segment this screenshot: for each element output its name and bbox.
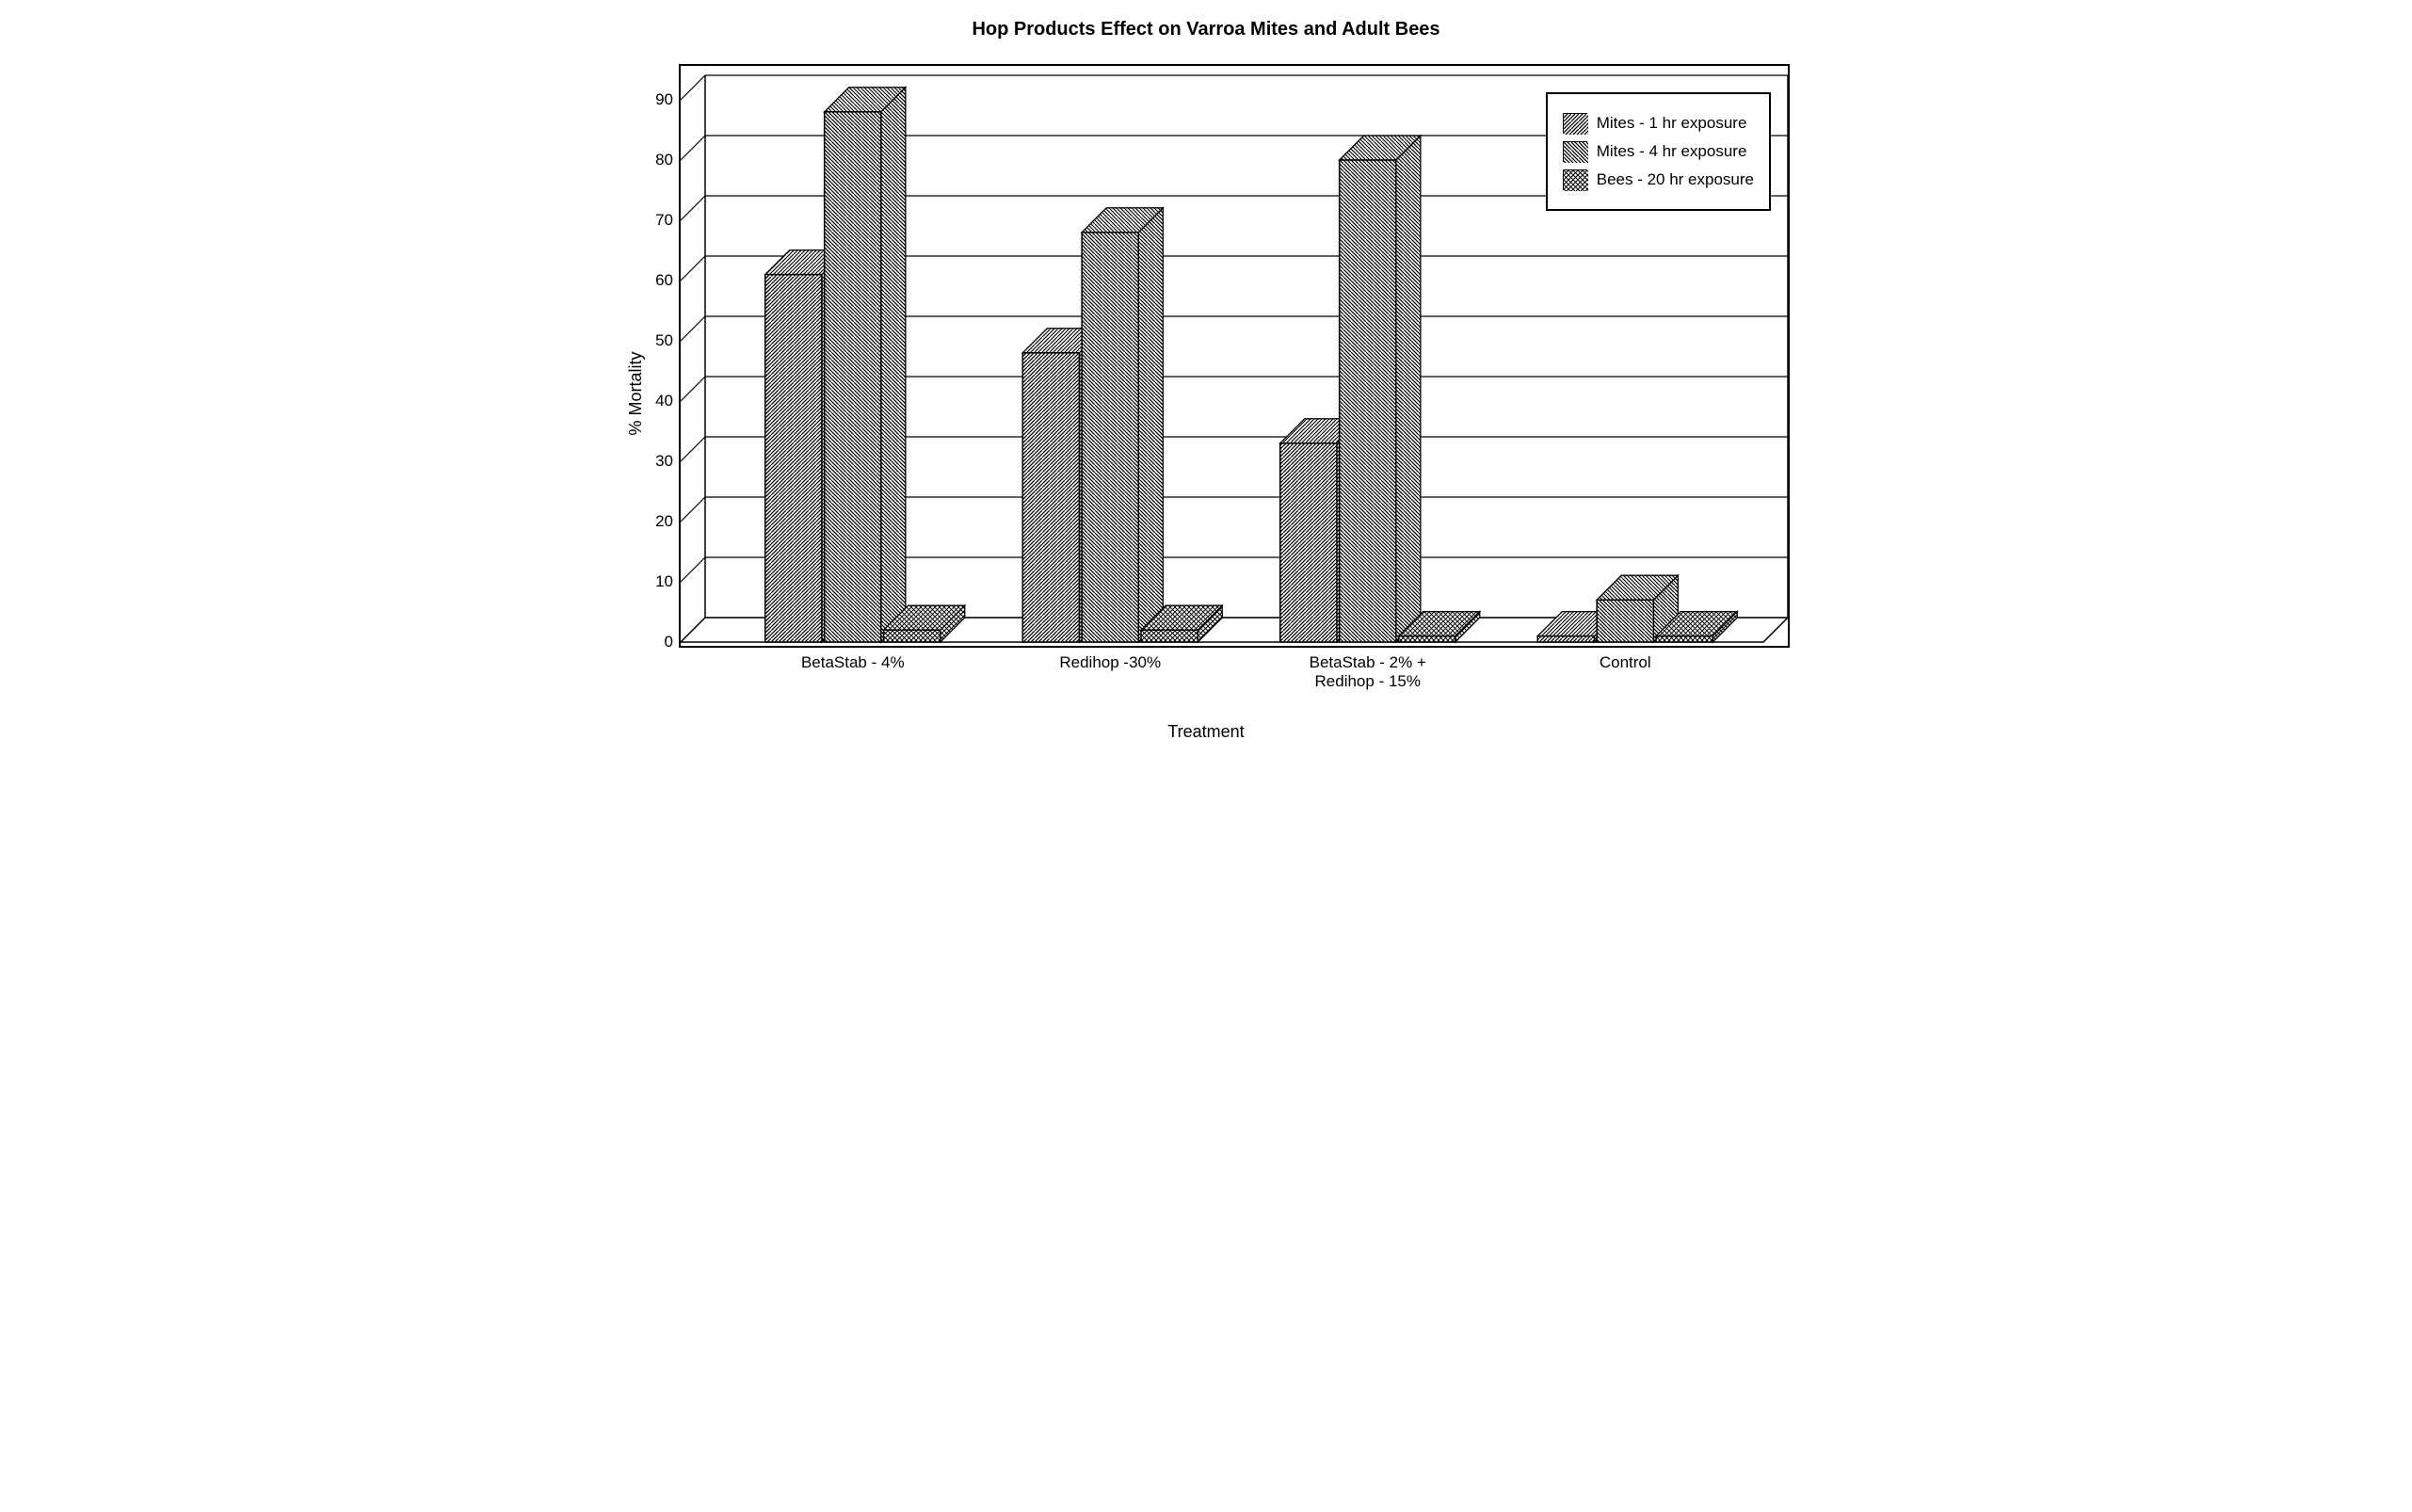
y-tick-label: 0	[665, 633, 673, 651]
chart-container: Hop Products Effect on Varroa Mites and …	[603, 19, 1809, 775]
bar-front	[1537, 636, 1594, 642]
bar-front	[1082, 233, 1138, 642]
legend-swatch	[1563, 113, 1587, 134]
bar-front	[1340, 160, 1396, 642]
y-tick-label: 60	[655, 271, 673, 290]
y-tick-label: 80	[655, 151, 673, 169]
legend-label: Mites - 4 hr exposure	[1597, 142, 1747, 161]
bar-front	[1597, 600, 1653, 642]
legend: Mites - 1 hr exposure Mites - 4 hr exposu…	[1546, 92, 1771, 211]
y-tick-label: 70	[655, 211, 673, 230]
bar-front	[1399, 636, 1455, 642]
bar-front	[825, 112, 881, 642]
x-tick-label: Control	[1600, 653, 1651, 672]
bar-side	[1396, 136, 1421, 642]
bar-side	[881, 88, 906, 642]
legend-label: Mites - 1 hr exposure	[1597, 114, 1747, 133]
bar-front	[765, 275, 822, 642]
legend-item: Mites - 4 hr exposure	[1563, 141, 1754, 162]
y-tick-label: 30	[655, 452, 673, 471]
y-tick-label: 20	[655, 512, 673, 531]
x-tick-label: BetaStab - 4%	[801, 653, 905, 672]
x-tick-label: BetaStab - 2% + Redihop - 15%	[1310, 653, 1426, 692]
bar-front	[1022, 353, 1079, 642]
legend-label: Bees - 20 hr exposure	[1597, 170, 1754, 189]
y-axis-label: % Mortality	[626, 351, 646, 435]
y-tick-label: 40	[655, 392, 673, 410]
y-tick-label: 10	[655, 572, 673, 591]
chart-title: Hop Products Effect on Varroa Mites and …	[603, 19, 1809, 40]
bar-front	[884, 630, 941, 642]
bar-front	[1656, 636, 1713, 642]
x-tick-label: Redihop -30%	[1059, 653, 1161, 672]
y-tick-label: 90	[655, 90, 673, 109]
plot-area: Mites - 1 hr exposure Mites - 4 hr exposu…	[679, 64, 1790, 648]
legend-item: Bees - 20 hr exposure	[1563, 169, 1754, 190]
plot-wrapper: % Mortality Mites - 1 hr exposureMites -…	[603, 55, 1809, 732]
legend-item: Mites - 1 hr exposure	[1563, 113, 1754, 134]
legend-swatch	[1563, 169, 1587, 190]
y-tick-label: 50	[655, 331, 673, 350]
bar-side	[1138, 208, 1163, 642]
bar-front	[1141, 630, 1198, 642]
x-axis-label: Treatment	[1167, 722, 1244, 742]
bar-front	[1280, 443, 1337, 642]
legend-swatch	[1563, 141, 1587, 162]
